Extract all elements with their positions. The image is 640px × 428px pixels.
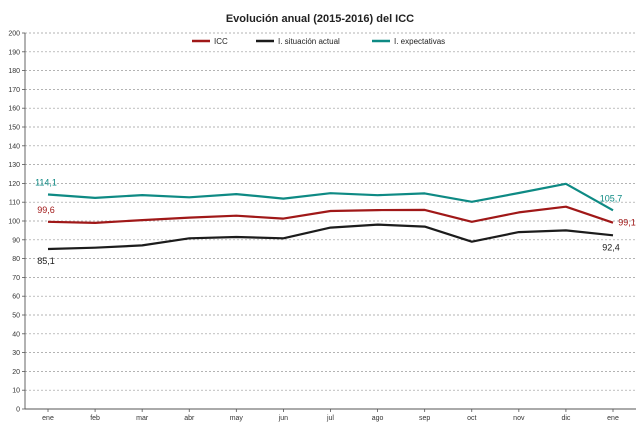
data-label: 99,6 (37, 205, 55, 215)
grid (25, 32, 636, 391)
y-tick-label: 100 (8, 219, 20, 226)
x-tick-label: ene (607, 415, 619, 422)
x-tick-label: sep (419, 415, 430, 422)
y-tick-label: 140 (8, 143, 20, 150)
y-tick-label: 20 (12, 369, 20, 376)
data-labels: 114,1 99,6 85,1 105,7 99,1 92,4 (35, 177, 636, 266)
y-tick-label: 30 (12, 350, 20, 357)
x-tick-label: jun (278, 415, 288, 422)
series-line-2 (47, 182, 614, 212)
data-label: 92,4 (602, 242, 620, 252)
y-tick-label: 120 (8, 181, 20, 188)
x-axis-ticks: ene feb mar abr may jun jul ago sep oct nov dic ene (42, 409, 619, 422)
series-line-1 (47, 223, 614, 251)
y-tick-label: 150 (8, 125, 20, 132)
data-label: 85,1 (37, 256, 55, 266)
x-tick-label: abr (184, 415, 195, 422)
x-tick-label: oct (467, 415, 476, 422)
x-tick-label: may (230, 415, 244, 422)
y-tick-label: 50 (12, 313, 20, 320)
chart-title: Evolución anual (2015-2016) del ICC (226, 13, 414, 25)
y-tick-label: 40 (12, 331, 20, 338)
legend: ICC I. situación actual I. expectativas (192, 37, 445, 46)
y-tick-label: 80 (12, 256, 20, 263)
legend-label: I. expectativas (394, 37, 445, 46)
y-tick-label: 200 (8, 31, 20, 38)
y-tick-label: 190 (8, 49, 20, 56)
data-label: 114,1 (35, 177, 57, 187)
x-tick-label: dic (561, 415, 570, 422)
y-tick-label: 180 (8, 68, 20, 75)
data-label: 105,7 (600, 193, 623, 203)
y-tick-label: 170 (8, 87, 20, 94)
series-lines (47, 182, 614, 251)
y-axis-ticks: 0 10 20 30 40 50 60 70 80 90 100 110 120 130 140 150 160… (8, 31, 25, 414)
series-line-0 (47, 205, 614, 224)
legend-label: I. situación actual (278, 37, 340, 46)
legend-label: ICC (214, 37, 228, 46)
x-tick-label: ene (42, 415, 54, 422)
y-tick-label: 160 (8, 106, 20, 113)
y-tick-label: 130 (8, 162, 20, 169)
x-tick-label: jul (326, 415, 334, 422)
x-tick-label: nov (513, 415, 525, 422)
y-tick-label: 60 (12, 294, 20, 301)
y-tick-label: 90 (12, 237, 20, 244)
y-tick-label: 110 (9, 200, 20, 207)
data-label: 99,1 (618, 218, 636, 228)
x-tick-label: mar (136, 415, 149, 422)
y-tick-label: 0 (16, 407, 20, 414)
y-tick-label: 70 (12, 275, 20, 282)
y-tick-label: 10 (12, 388, 20, 395)
x-tick-label: feb (90, 415, 100, 422)
x-tick-label: ago (372, 415, 384, 422)
